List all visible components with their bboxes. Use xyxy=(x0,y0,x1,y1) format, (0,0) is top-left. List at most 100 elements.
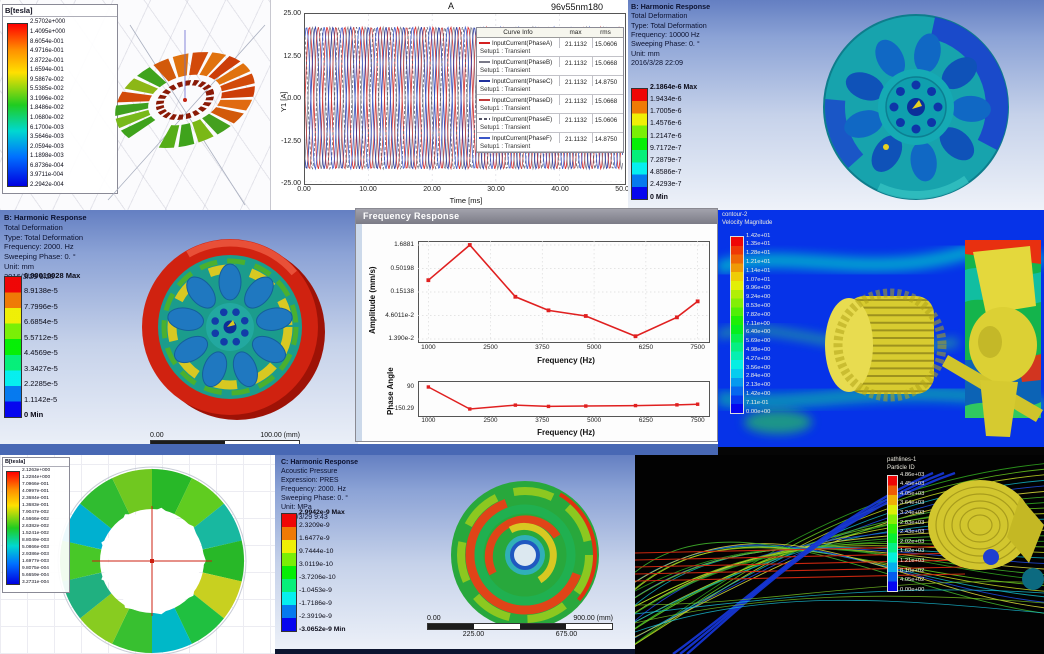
tick-label: 12.50 xyxy=(283,52,301,60)
tick-label: 10.00 xyxy=(359,186,377,193)
colorbar-label: 1.8486e-002 xyxy=(30,105,64,112)
tick-label: 5000 xyxy=(586,344,602,351)
colorbar-label: 4.9716e-001 xyxy=(30,48,64,55)
tick-label: 25.00 xyxy=(283,10,301,17)
legend-header: max xyxy=(569,29,582,36)
colorbar-label: -1.0453e-9 xyxy=(299,586,332,594)
current-plot-panel: A 96v55nm180 25.00 12.50 0.00 -12.50 -25.00 … xyxy=(270,0,629,210)
colorbar-label: 2.84e+00 xyxy=(746,373,771,380)
text-line: contour-2 xyxy=(722,212,748,218)
colorbar-label: 5.6659e-004 xyxy=(22,573,49,579)
colorbar-label: 7.82e+00 xyxy=(746,311,771,318)
acoustic-pressure-panel: C: Harmonic Response Acoustic Pressure Exp… xyxy=(275,455,635,654)
colorbar-label: 1.42e+01 xyxy=(746,232,771,239)
colorbar-label: 4.4569e-5 xyxy=(24,348,58,357)
colorbar-label: 4.5666e-002 xyxy=(22,517,49,523)
colorbar-label: 5.5712e-5 xyxy=(24,332,58,342)
colorbar-label: 0 Min xyxy=(650,193,668,201)
tick-label: 2500 xyxy=(483,417,498,424)
ring-b-field-model xyxy=(57,466,247,654)
cfd-velocity-panel: contour-2 Velocity Magnitude 1.42e+01 1.35… xyxy=(718,210,1044,447)
colorbar-label: 8.9138e-5 xyxy=(24,286,58,295)
legend-swatch xyxy=(479,41,490,44)
cfd-bottom-strip xyxy=(718,447,1044,455)
legend-swatch xyxy=(479,60,490,63)
colorbar-label: -3.0652e-9 Min xyxy=(299,625,346,633)
ruler-left-label: 0.00 xyxy=(150,432,164,439)
colorbar-label: 1.14e+01 xyxy=(746,267,771,274)
taskbar-strip xyxy=(0,444,718,455)
colorbar-label: 4.8586e-7 xyxy=(650,169,682,177)
amplitude-x-label: Frequency (Hz) xyxy=(537,356,595,365)
text-line: Type: Total Deformation xyxy=(4,232,84,242)
legend-header: Curve Info xyxy=(503,29,533,36)
colorbar-label: 1.4095e+000 xyxy=(30,29,66,35)
colorbar-label: 2.9386e-003 xyxy=(22,552,49,558)
text-line: Frequency: 2000. Hz xyxy=(4,242,74,252)
colorbar-label: 1.21e+03 xyxy=(900,557,925,564)
phase-x-label: Frequency (Hz) xyxy=(537,428,595,437)
colorbar-label: 8.53e+00 xyxy=(746,302,771,309)
tick-label: -25.00 xyxy=(281,180,301,187)
colorbar-label: -3.7206e-10 xyxy=(299,573,336,581)
ruler-q1-label: 225.00 xyxy=(462,631,485,638)
colorbar-label: 2.13e+00 xyxy=(746,382,771,389)
ruler-q3-label: 675.00 xyxy=(555,631,578,638)
wheel-deformation-model xyxy=(823,14,1009,200)
wheel-deformation-model xyxy=(142,239,325,420)
colorbar-label: 0 Min xyxy=(24,410,44,419)
panel-bottom-edge xyxy=(275,649,635,654)
colorbar-label: 9.7172e-7 xyxy=(650,144,682,152)
particle-id-colorbar: 4.86e+03 4.45e+03 4.05e+03 3.64e+03 3.24e+03… xyxy=(887,472,957,595)
amplitude-curve xyxy=(418,241,708,341)
tick-label: 40.00 xyxy=(551,186,569,193)
colorbar-label: 0.00e+00 xyxy=(900,586,925,593)
phase-plot-area xyxy=(418,381,710,417)
legend-row: InputCurrent(PhaseB) 21.1132 15.0668 Setup1… xyxy=(477,57,623,76)
colorbar-label: -2.3919e-9 xyxy=(299,612,332,620)
colorbar-label: 5.69e+00 xyxy=(746,338,771,345)
tick-label: 1000 xyxy=(421,344,436,351)
y-axis-label: Y1 [A] xyxy=(279,91,288,112)
colorbar-label: 2.43e+03 xyxy=(900,529,925,536)
colorbar-label: 5.0866e-003 xyxy=(22,545,49,551)
curve-legend: Curve Info max rms InputCurrent(PhaseA) 21.1… xyxy=(476,27,624,153)
tick-label: 0.50198 xyxy=(390,264,415,272)
text-line: Type: Total Deformation xyxy=(631,20,707,30)
text-line: Sweeping Phase: 0. ° xyxy=(281,495,349,503)
text-line: Expression: PRES xyxy=(281,477,339,485)
text-line: Sweeping Phase: 0. ° xyxy=(631,39,700,49)
maxwell-torus-panel: B[tesla] 2.5702e+000 1.4095e+000 8.6054e-0… xyxy=(0,0,270,210)
colorbar-label: 4.98e+00 xyxy=(746,346,771,353)
legend-swatch xyxy=(479,117,490,120)
window-title-bar[interactable]: Frequency Response xyxy=(356,209,717,224)
plot-area xyxy=(304,13,626,185)
legend-row: InputCurrent(PhaseA) 21.1132 15.0606 Setup1… xyxy=(477,38,623,57)
colorbar-label: 2.0594e-003 xyxy=(30,143,64,150)
colorbar-label: 2.6382e-002 xyxy=(22,524,49,530)
text-line: B: Harmonic Response xyxy=(4,213,87,222)
tick-label: 5000 xyxy=(587,417,602,424)
legend-header: rms xyxy=(600,29,611,36)
legend-row: InputCurrent(PhaseC) 21.1132 14.8750 Setup1… xyxy=(477,76,623,95)
colorbar-label: 1.07e+01 xyxy=(746,276,771,283)
text-line: Unit: MPa xyxy=(281,504,312,512)
contour-header: contour-2 Velocity Magnitude xyxy=(722,212,772,227)
legend-swatch xyxy=(479,98,490,101)
colorbar-label: 2.2942e-004 xyxy=(30,181,64,188)
colorbar-label: 7.2879e-7 xyxy=(650,157,682,164)
colorbar-label: 3.1996e-002 xyxy=(30,95,64,102)
colorbar-label: 4.45e+03 xyxy=(900,481,925,488)
colorbar-label: 2.2285e-5 xyxy=(24,379,58,388)
tick-label: 20.00 xyxy=(423,186,441,193)
colorbar-label: 2.02e+03 xyxy=(900,538,925,545)
tick-label: 3750 xyxy=(535,344,550,351)
tick-label: -12.50 xyxy=(281,137,301,145)
pathlines-header: pathlines-1 Particle ID xyxy=(887,457,916,472)
ruler-right-label: 900.00 (mm) xyxy=(573,615,613,622)
text-line: 2016/3/28 22:09 xyxy=(631,58,683,68)
b-field-colorbar: B[tesla] 2.1263e+000 1.2284e+000 7.0966e-0… xyxy=(2,457,70,593)
maxwell-ring-panel: B[tesla] 2.1263e+000 1.2284e+000 7.0966e-0… xyxy=(0,455,275,654)
tick-label: 1000 xyxy=(421,417,436,424)
frequency-response-window: Frequency Response Amplitude (mm/s) 1.68… xyxy=(355,208,718,442)
